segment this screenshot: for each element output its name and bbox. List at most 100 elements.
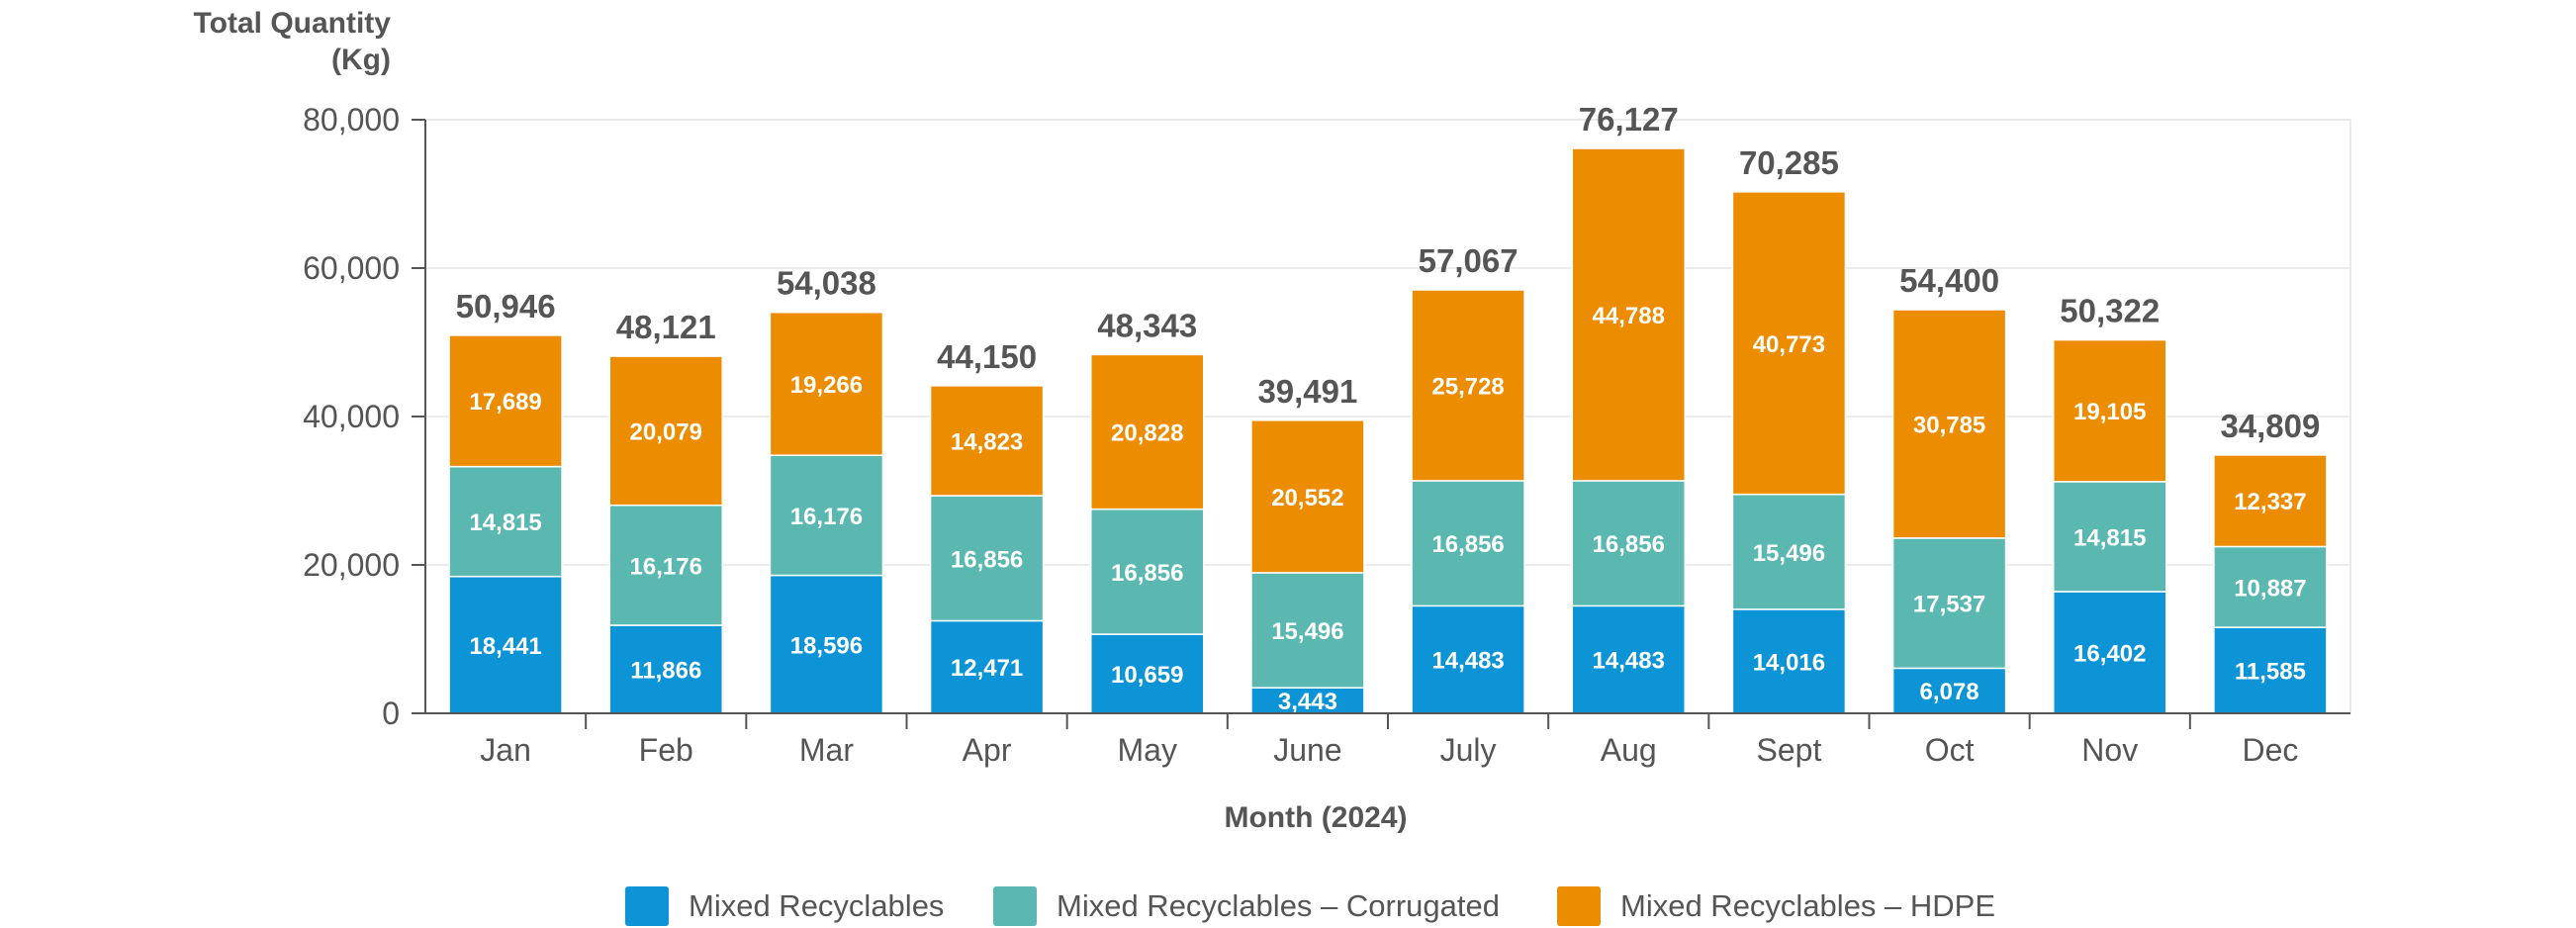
y-tick-label: 40,000 bbox=[303, 399, 400, 434]
bar-segment-label: 15,496 bbox=[1753, 540, 1825, 567]
x-tick-label: June bbox=[1273, 732, 1341, 768]
legend-swatch bbox=[993, 886, 1037, 926]
bar-segment-oct-3 bbox=[1891, 309, 2007, 539]
bar-segment-july-2 bbox=[1411, 480, 1525, 607]
bar-total-label: 50,946 bbox=[456, 288, 556, 325]
x-axis-title: Month (2024) bbox=[1224, 801, 1407, 834]
bar-segment-label: 14,483 bbox=[1593, 648, 1665, 675]
bar-segment-label: 12,337 bbox=[2234, 489, 2306, 515]
bar-segment-label: 14,483 bbox=[1431, 648, 1504, 675]
bar-segment-sept-2 bbox=[1731, 493, 1847, 610]
bar-segment-label: 44,788 bbox=[1593, 303, 1665, 329]
bar-segment-jan-1 bbox=[448, 575, 563, 714]
bar-total-label: 54,400 bbox=[1899, 262, 1999, 299]
bar-segment-feb-2 bbox=[608, 504, 723, 626]
bar-segment-mar-1 bbox=[769, 574, 884, 714]
x-tick-label: Nov bbox=[2081, 732, 2138, 768]
y-axis-title-line2: (Kg) bbox=[331, 44, 391, 76]
bar-segment-label: 10,659 bbox=[1111, 662, 1183, 689]
axes: 0 20,000 40,000 60,000 80,000 Jan Feb Mar Apr May… bbox=[303, 102, 2350, 768]
bar-segment-label: 16,176 bbox=[630, 553, 702, 580]
bar-segment-label: 15,496 bbox=[1271, 618, 1343, 645]
bar-segment-may-1 bbox=[1090, 633, 1205, 714]
bar-segment-label: 16,856 bbox=[1111, 560, 1183, 587]
bar-segment-apr-3 bbox=[929, 385, 1045, 497]
bar-total-label: 70,285 bbox=[1739, 144, 1839, 181]
bar-segment-label: 14,016 bbox=[1753, 649, 1825, 676]
legend-swatch bbox=[1557, 886, 1601, 926]
bar-segment-nov-3 bbox=[2053, 338, 2167, 483]
x-tick-label: May bbox=[1118, 732, 1177, 768]
bar-segment-label: 18,441 bbox=[469, 633, 541, 660]
bar-total-label: 44,150 bbox=[937, 338, 1037, 375]
bar-segment-label: 20,828 bbox=[1111, 420, 1183, 447]
bars: 18,441 14,815 17,689 50,946 11,866 16,176 20,0… bbox=[448, 101, 2328, 715]
bar-segment-june-3 bbox=[1250, 419, 1365, 574]
bar-segment-june-2 bbox=[1250, 572, 1365, 689]
bar-segment-mar-2 bbox=[769, 454, 884, 577]
bar-segment-dec-1 bbox=[2213, 626, 2328, 714]
bar-segment-label: 14,815 bbox=[469, 510, 541, 536]
bar-segment-label: 16,402 bbox=[2073, 640, 2146, 667]
bar-segment-label: 16,856 bbox=[1593, 531, 1665, 558]
bar-segment-oct-2 bbox=[1891, 537, 2007, 670]
bar-segment-label: 6,078 bbox=[1920, 679, 1979, 705]
bar-segment-label: 17,689 bbox=[469, 389, 541, 416]
bar-segment-oct-1 bbox=[1891, 667, 2007, 714]
bar-segment-label: 11,585 bbox=[2235, 659, 2306, 686]
bar-total-label: 50,322 bbox=[2060, 293, 2160, 329]
bar-total-label: 48,121 bbox=[616, 309, 716, 345]
bar-segment-label: 17,537 bbox=[1913, 592, 1985, 618]
bar-segment-label: 20,552 bbox=[1271, 485, 1343, 511]
y-tick-label: 60,000 bbox=[303, 250, 400, 286]
bar-segment-label: 3,443 bbox=[1278, 689, 1337, 715]
bar-segment-apr-2 bbox=[929, 495, 1045, 622]
x-tick-label: Aug bbox=[1601, 732, 1657, 768]
bar-segment-may-2 bbox=[1090, 508, 1205, 635]
bar-segment-label: 18,596 bbox=[790, 632, 863, 659]
bar-segment-nov-1 bbox=[2053, 591, 2167, 714]
y-axis-title-line1: Total Quantity bbox=[194, 7, 392, 40]
bar-segment-label: 16,176 bbox=[790, 504, 863, 530]
bar-segment-aug-3 bbox=[1571, 147, 1686, 482]
bar-segment-label: 12,471 bbox=[951, 655, 1023, 682]
bar-segment-dec-3 bbox=[2213, 454, 2328, 548]
bar-segment-label: 14,815 bbox=[2073, 524, 2146, 551]
y-tick-label: 0 bbox=[382, 696, 400, 731]
bar-segment-mar-3 bbox=[769, 311, 884, 456]
bar-total-label: 39,491 bbox=[1257, 373, 1357, 410]
x-tick-label: Oct bbox=[1925, 732, 1975, 768]
bar-segment-apr-1 bbox=[929, 619, 1045, 714]
bar-segment-july-3 bbox=[1411, 289, 1525, 482]
bar-total-label: 34,809 bbox=[2220, 408, 2320, 444]
bar-total-label: 76,127 bbox=[1579, 101, 1679, 138]
bar-segment-sept-1 bbox=[1731, 608, 1847, 714]
x-tick-label: Mar bbox=[799, 732, 854, 768]
x-tick-label: Jan bbox=[480, 732, 531, 768]
bar-total-label: 54,038 bbox=[777, 265, 876, 302]
bar-segment-label: 20,079 bbox=[630, 418, 702, 445]
bar-segment-label: 19,266 bbox=[790, 372, 863, 399]
legend-label: Mixed Recyclables – HDPE bbox=[1620, 888, 1995, 923]
bar-segment-label: 30,785 bbox=[1913, 412, 1985, 438]
bar-total-label: 57,067 bbox=[1419, 242, 1518, 279]
x-tick-label: July bbox=[1440, 732, 1497, 768]
bar-segment-label: 16,856 bbox=[1431, 531, 1504, 558]
x-tick-label: Apr bbox=[963, 732, 1012, 768]
bar-segment-may-3 bbox=[1090, 353, 1205, 510]
legend-label: Mixed Recyclables bbox=[689, 888, 944, 923]
x-tick-label: Feb bbox=[639, 732, 693, 768]
y-tick-label: 20,000 bbox=[303, 547, 400, 583]
bar-segment-jan-3 bbox=[448, 334, 563, 468]
bar-segment-aug-1 bbox=[1571, 604, 1686, 714]
bar-segment-label: 19,105 bbox=[2073, 399, 2146, 425]
y-tick-label: 80,000 bbox=[303, 102, 400, 138]
bar-segment-label: 25,728 bbox=[1431, 373, 1504, 400]
bar-segment-label: 11,866 bbox=[630, 658, 701, 685]
bar-segment-label: 40,773 bbox=[1753, 331, 1825, 358]
bar-segment-feb-3 bbox=[608, 355, 723, 507]
bar-segment-sept-3 bbox=[1731, 191, 1847, 496]
x-tick-label: Sept bbox=[1757, 732, 1822, 768]
bar-total-label: 48,343 bbox=[1097, 307, 1197, 343]
